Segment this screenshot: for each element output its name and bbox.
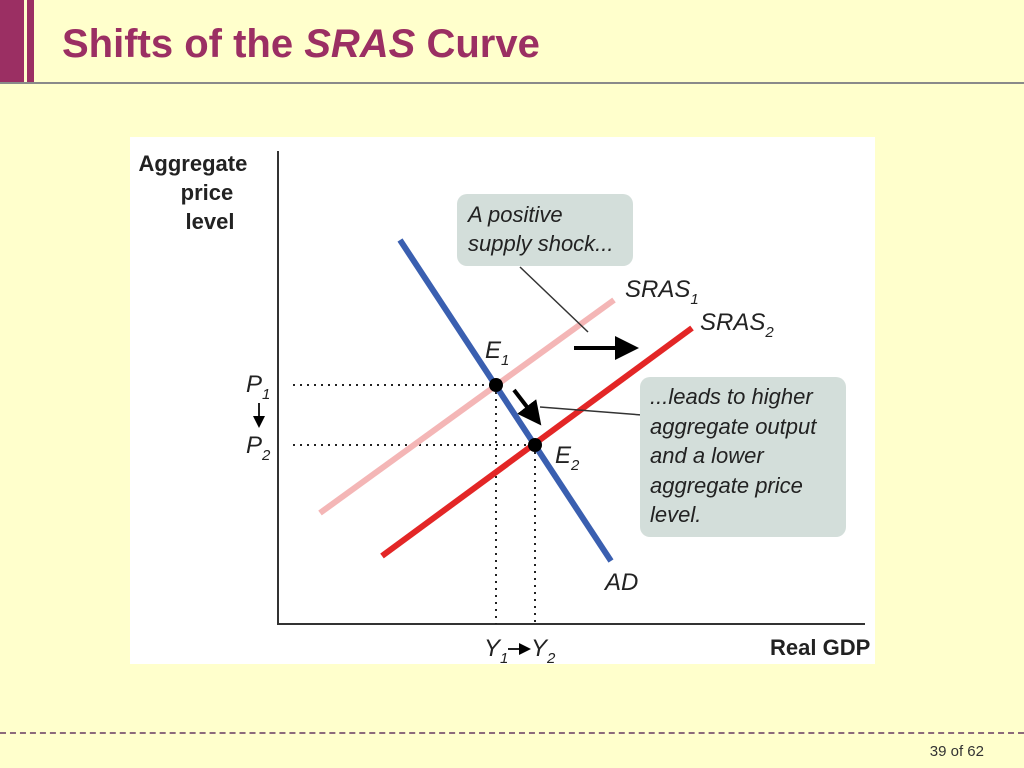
sras2-label: SRAS2 xyxy=(700,309,774,341)
footer-dashed-rule xyxy=(0,732,1024,734)
supply-shock-callout: A positive supply shock... xyxy=(457,194,633,333)
x-axis-label: Real GDP xyxy=(770,635,870,660)
e2-label: E2 xyxy=(555,442,580,474)
y-axis-label: Aggregate price level xyxy=(139,151,254,234)
ad-curve xyxy=(397,238,614,563)
title-sras-emphasis: SRAS xyxy=(304,22,416,66)
e1-point xyxy=(489,378,503,392)
svg-text:...leads to higher agg: ...leads to higher aggregate output and … xyxy=(650,384,823,527)
e2-point xyxy=(528,438,542,452)
y2-label: Y2 xyxy=(531,635,556,664)
e1-label: E1 xyxy=(485,337,509,369)
p1-label: P1 xyxy=(246,371,270,403)
title-underline xyxy=(0,82,1024,84)
equilibrium-move-arrow xyxy=(512,388,542,426)
slide-title: Shifts of the SRAS Curve xyxy=(62,22,540,66)
sras-shift-diagram: Aggregate price level Real GDP E1 E2 SRA… xyxy=(130,137,875,664)
sras1-curve xyxy=(318,297,616,516)
p2-label: P2 xyxy=(246,432,271,464)
ad-label: AD xyxy=(603,569,638,596)
y1-label: Y1 xyxy=(484,635,508,664)
slide-number: 39 of 62 xyxy=(929,743,984,760)
svg-text:A positive supply shoc: A positive supply shock... xyxy=(466,202,614,256)
title-accent-bar xyxy=(0,0,34,82)
sras1-label: SRAS1 xyxy=(625,276,699,308)
result-callout: ...leads to higher aggregate output and … xyxy=(539,377,846,537)
